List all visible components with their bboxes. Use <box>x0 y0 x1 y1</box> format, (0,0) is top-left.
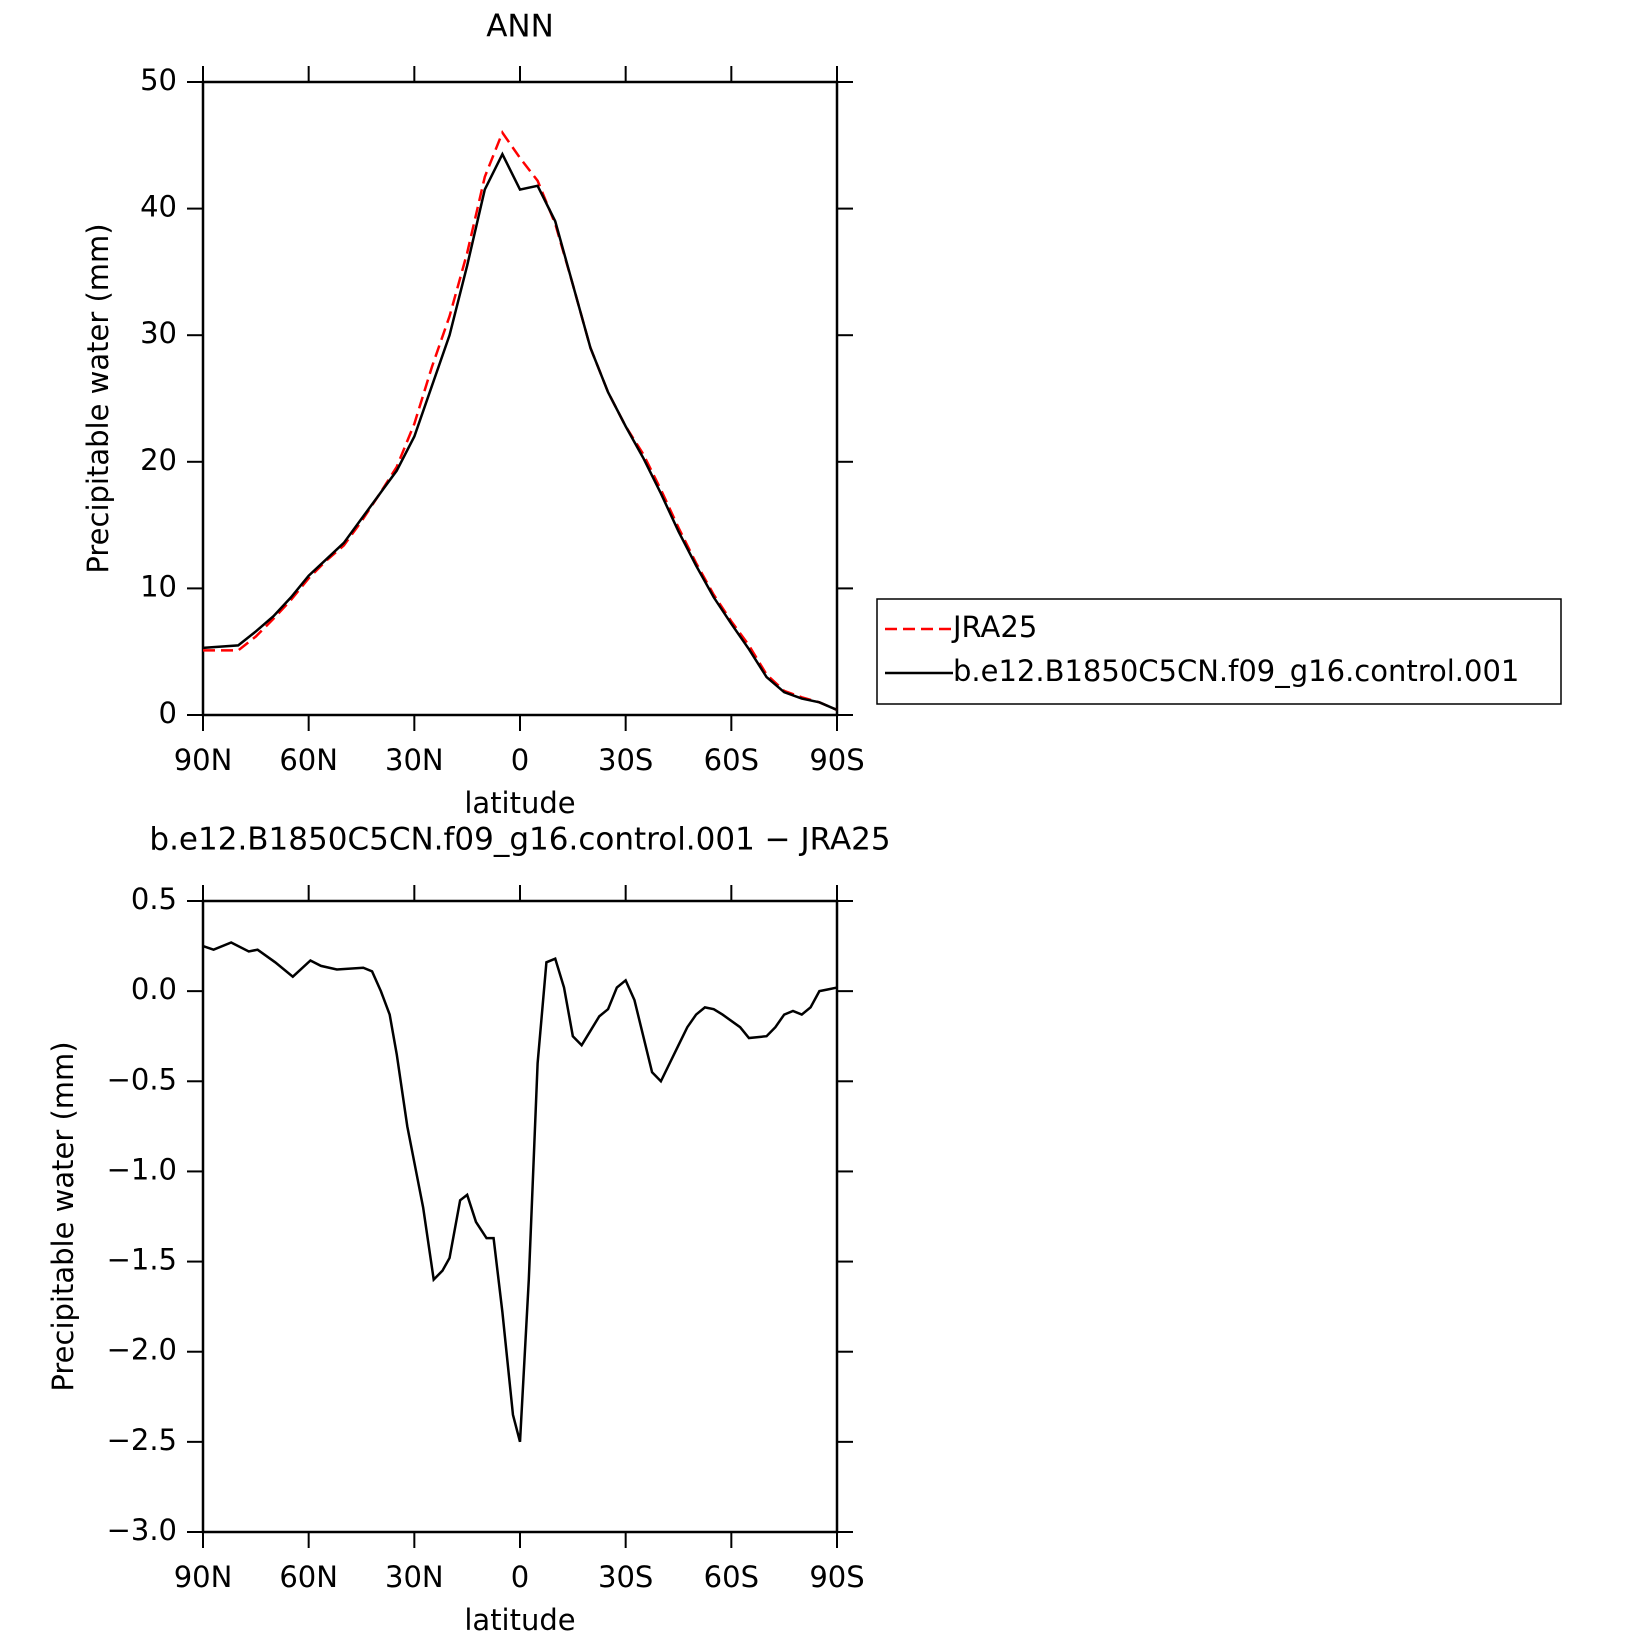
y-tick-label: 0.5 <box>131 882 177 916</box>
x-tick-label: 90S <box>809 743 864 777</box>
x-tick-label: 60N <box>279 743 338 777</box>
x-tick-label: 0 <box>511 1560 529 1594</box>
y-tick-label: 40 <box>140 190 177 224</box>
y-tick-label: 50 <box>140 63 177 97</box>
x-tick-label: 90N <box>174 743 233 777</box>
y-tick-label: −2.5 <box>107 1423 177 1457</box>
y-tick-label: −0.5 <box>107 1062 177 1096</box>
x-tick-label: 90S <box>809 1560 864 1594</box>
y-tick-label: 20 <box>140 443 177 477</box>
x-axis-label: latitude <box>464 786 575 820</box>
y-tick-label: 0.0 <box>131 972 177 1006</box>
legend-box <box>876 598 1562 705</box>
x-tick-label: 0 <box>511 743 529 777</box>
plot-frame <box>201 80 839 717</box>
chart-title: b.e12.B1850C5CN.f09_g16.control.001 − JR… <box>149 822 890 858</box>
y-tick-label: 30 <box>140 316 177 350</box>
x-tick-label: 60S <box>704 1560 759 1594</box>
x-tick-label: 30N <box>385 743 444 777</box>
y-tick-label: −3.0 <box>107 1513 177 1547</box>
chart-title: ANN <box>486 9 554 45</box>
series-line <box>202 151 838 712</box>
legend-label: JRA25 <box>951 610 1037 644</box>
y-tick-label: −1.5 <box>107 1243 177 1277</box>
y-tick-label: 0 <box>159 696 177 730</box>
series-line <box>202 941 838 1443</box>
y-axis-label: Precipitable water (mm) <box>46 1041 80 1391</box>
x-axis-label: latitude <box>464 1603 575 1631</box>
x-tick-label: 60S <box>704 743 759 777</box>
x-tick-label: 60N <box>279 1560 338 1594</box>
legend-label: b.e12.B1850C5CN.f09_g16.control.001 <box>953 654 1519 688</box>
series-line <box>203 130 838 712</box>
y-tick-label: −2.0 <box>107 1333 177 1367</box>
x-tick-label: 30S <box>598 1560 653 1594</box>
x-tick-label: 30N <box>385 1560 444 1594</box>
x-tick-label: 30S <box>598 743 653 777</box>
x-tick-label: 90N <box>174 1560 233 1594</box>
y-axis-label: Precipitable water (mm) <box>81 223 115 573</box>
plot-frame <box>201 899 839 1534</box>
y-tick-label: −1.0 <box>107 1152 177 1186</box>
y-tick-label: 10 <box>140 569 177 603</box>
